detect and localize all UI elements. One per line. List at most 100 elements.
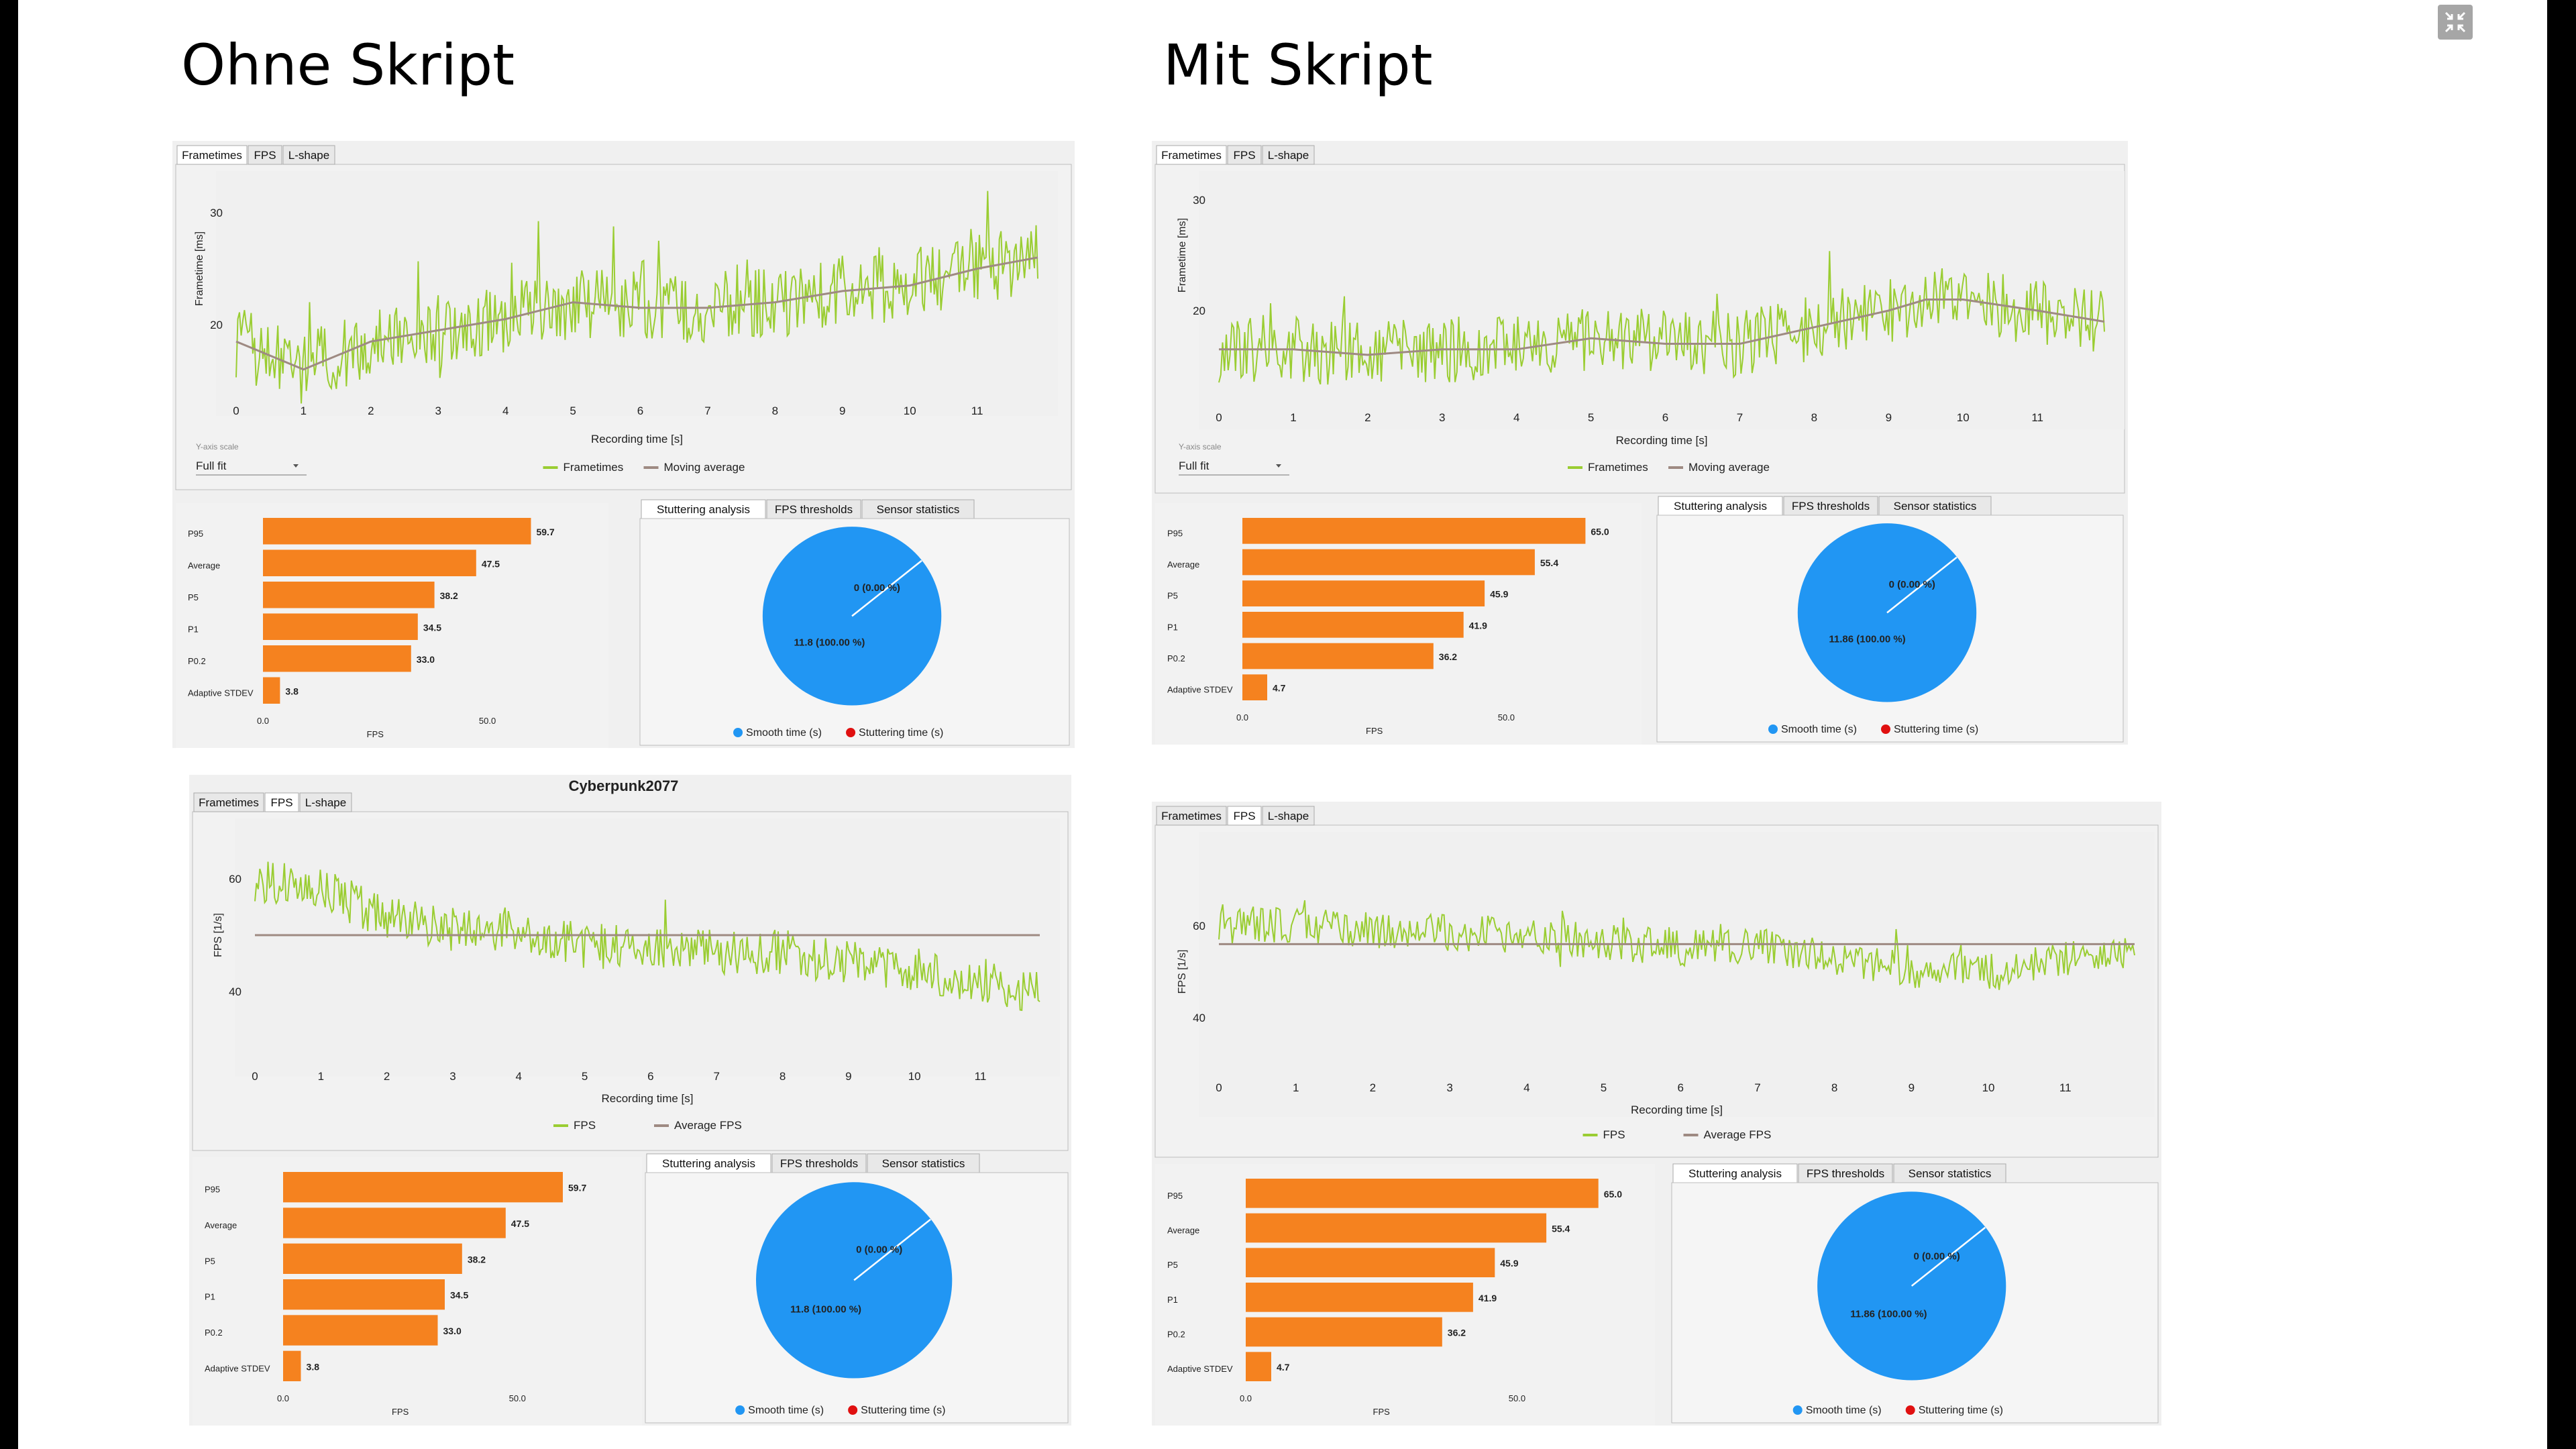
- chart-tab-label[interactable]: Frametimes: [1161, 810, 1222, 822]
- bar-value-label: 38.2: [440, 590, 458, 601]
- pie-label-stuttering: 0 (0.00 %): [854, 582, 900, 594]
- stats-tab-label[interactable]: FPS thresholds: [1807, 1167, 1884, 1180]
- bar-value-label: 65.0: [1604, 1189, 1622, 1199]
- bar-p5: [1242, 580, 1485, 606]
- bar-value-label: 33.0: [417, 654, 435, 665]
- x-tick-label: 1: [1290, 411, 1296, 424]
- x-tick-label: 2: [1370, 1081, 1376, 1094]
- stats-tab-label[interactable]: Stuttering analysis: [657, 503, 750, 516]
- bar-p0-2: [1242, 643, 1434, 669]
- chart-tab-l-shape: [1262, 806, 1315, 826]
- pie-label-stuttering: 0 (0.00 %): [1889, 579, 1935, 590]
- bar-p95: [1242, 518, 1586, 544]
- bar-category-label: Adaptive STDEV: [1167, 685, 1233, 695]
- stats-tab-label[interactable]: Sensor statistics: [882, 1157, 965, 1170]
- stats-tab-label[interactable]: Stuttering analysis: [662, 1157, 755, 1170]
- title-mit-skript: Mit Skript: [1163, 32, 1433, 98]
- series-line-fps: [254, 861, 1040, 1012]
- bar-value-label: 41.9: [1479, 1293, 1497, 1303]
- y-axis-scale-dropdown[interactable]: Full fit: [196, 460, 227, 472]
- pie-slice-stuttering: [1911, 1226, 1986, 1287]
- bar-tick-label: 0.0: [257, 716, 269, 726]
- stats-tab-label[interactable]: Sensor statistics: [1894, 500, 1977, 513]
- chart-tab-label[interactable]: FPS: [1233, 810, 1255, 822]
- stats-tab-label[interactable]: Sensor statistics: [1909, 1167, 1992, 1180]
- chart-tab-label[interactable]: Frametimes: [182, 149, 242, 162]
- pie-slice-stuttering: [853, 1218, 931, 1281]
- chart-tab-frametimes: [176, 145, 248, 165]
- y-axis-scale-dropdown[interactable]: Full fit: [1179, 460, 1210, 472]
- chevron-down-icon: [1276, 464, 1281, 468]
- x-tick-label: 0: [1216, 1081, 1222, 1094]
- bar-category-label: Adaptive STDEV: [205, 1363, 270, 1373]
- legend-label: Frametimes: [1588, 461, 1648, 474]
- pie-legend-label: Stuttering time (s): [859, 727, 943, 739]
- x-tick-label: 9: [845, 1070, 851, 1083]
- pie-label-smooth: 11.86 (100.00 %): [1850, 1308, 1927, 1320]
- screenshot-mit-fps: Frametimes FPS L-shape 60 40 FPS [1/s] 0 1 2 3 4 5 6…: [1152, 802, 2161, 1426]
- bar-p1: [1242, 612, 1464, 638]
- bar-value-label: 34.5: [423, 622, 441, 633]
- legend-dot-stuttering: [848, 1405, 858, 1415]
- chart-tab-label[interactable]: L-shape: [1268, 149, 1309, 162]
- legend-dot-smooth: [1792, 1405, 1803, 1415]
- x-tick-label: 6: [647, 1070, 653, 1083]
- x-tick-label: 11: [971, 405, 983, 417]
- chevron-down-icon: [293, 464, 299, 468]
- stats-tab-label[interactable]: Stuttering analysis: [1674, 500, 1767, 513]
- bar-category-label: P5: [205, 1256, 215, 1266]
- chart-tab-label[interactable]: FPS: [254, 149, 276, 162]
- x-tick-label: 7: [704, 405, 710, 417]
- bar-category-label: Adaptive STDEV: [1167, 1364, 1233, 1374]
- x-tick-label: 5: [582, 1070, 588, 1083]
- bar-category-label: P5: [1167, 1260, 1178, 1270]
- x-tick-label: 1: [1293, 1081, 1299, 1094]
- bar-category-label: P1: [1167, 1295, 1178, 1305]
- stats-tab-label[interactable]: FPS thresholds: [780, 1157, 858, 1170]
- x-tick-label: 8: [780, 1070, 786, 1083]
- chart-tab-label[interactable]: L-shape: [288, 149, 329, 162]
- bar-p5: [263, 582, 435, 608]
- bar-p1: [1246, 1283, 1473, 1312]
- chart-tab-label[interactable]: Frametimes: [1161, 149, 1222, 162]
- bar-tick-label: 0.0: [277, 1393, 289, 1403]
- bar-category-label: P95: [188, 529, 203, 539]
- x-tick-label: 2: [1364, 411, 1371, 424]
- stats-tab-fps-thresholds: [766, 499, 861, 519]
- x-axis-label: Recording time [s]: [1631, 1104, 1723, 1116]
- bar-value-label: 59.7: [536, 527, 554, 537]
- chart-tab-l-shape: [1262, 145, 1315, 165]
- chart-tab-label[interactable]: L-shape: [305, 796, 346, 809]
- legend-label: Frametimes: [564, 461, 624, 474]
- y-tick-label: 20: [210, 319, 223, 331]
- game-title: Cyberpunk2077: [569, 777, 679, 794]
- chart-tab-label[interactable]: FPS: [270, 796, 292, 809]
- x-tick-label: 11: [975, 1070, 987, 1083]
- x-tick-label: 6: [1662, 411, 1668, 424]
- legend-dot-stuttering: [1881, 724, 1890, 734]
- chart-tab-fps: [1227, 145, 1262, 165]
- x-tick-label: 4: [1523, 1081, 1529, 1094]
- stats-tab-label[interactable]: FPS thresholds: [1792, 500, 1870, 513]
- plot-area: [1199, 171, 2125, 429]
- bar-tick-label: 0.0: [1236, 712, 1248, 722]
- bar-p95: [283, 1172, 563, 1203]
- chart-tab-label[interactable]: FPS: [1233, 149, 1255, 162]
- pie-slice-stuttering: [1886, 556, 1957, 614]
- stats-tab-label[interactable]: FPS thresholds: [775, 503, 853, 516]
- bar-adaptive-stdev: [263, 677, 280, 704]
- chart-tab-fps: [264, 792, 299, 812]
- x-tick-label: 2: [384, 1070, 390, 1083]
- bar-value-label: 47.5: [482, 558, 500, 569]
- chart-tab-label[interactable]: Frametimes: [199, 796, 259, 809]
- x-tick-label: 10: [908, 1070, 921, 1083]
- y-tick-label: 20: [1193, 305, 1205, 317]
- bar-average: [1246, 1213, 1547, 1243]
- y-tick-label: 40: [1193, 1012, 1205, 1024]
- chart-tab-label[interactable]: L-shape: [1268, 810, 1309, 822]
- stats-tab-label[interactable]: Sensor statistics: [877, 503, 960, 516]
- collapse-button[interactable]: [2438, 5, 2473, 40]
- legend-label: Average FPS: [1704, 1128, 1772, 1141]
- stats-tab-label[interactable]: Stuttering analysis: [1688, 1167, 1782, 1180]
- bar-value-label: 3.8: [307, 1361, 320, 1372]
